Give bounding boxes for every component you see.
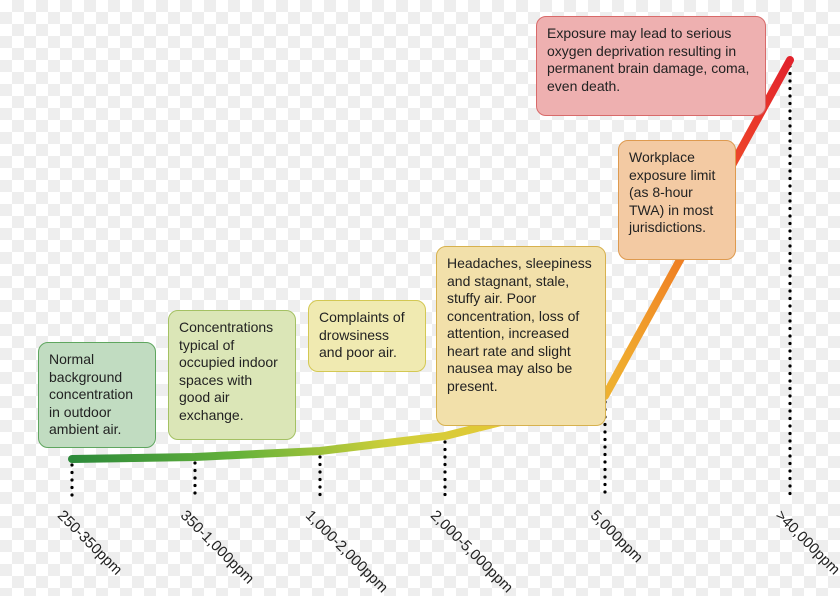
callout-1: Concentrations typical of occupied indoo…: [168, 310, 296, 440]
callout-0: Normal background concentration in outdo…: [38, 342, 156, 448]
co2-exposure-infographic: Normal background concentration in outdo…: [0, 0, 840, 578]
callout-2: Complaints of drowsiness and poor air.: [308, 300, 426, 372]
callout-5: Exposure may lead to serious oxygen depr…: [536, 16, 766, 116]
callout-3: Headaches, sleepiness and stagnant, stal…: [436, 246, 606, 426]
callout-4: Workplace exposure limit (as 8-hour TWA)…: [618, 140, 736, 260]
